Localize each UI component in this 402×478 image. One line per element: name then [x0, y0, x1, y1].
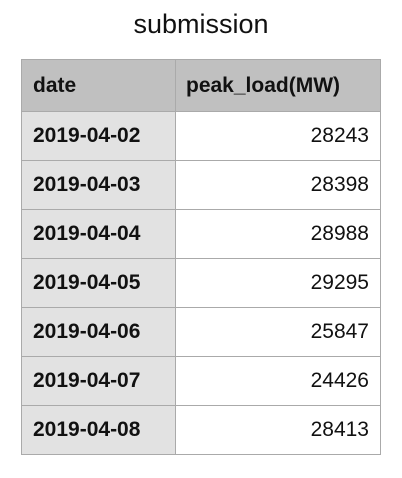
- table-row: 2019-04-06 25847: [21, 307, 381, 357]
- date-cell: 2019-04-05: [21, 258, 176, 308]
- table-row: 2019-04-04 28988: [21, 209, 381, 259]
- date-cell: 2019-04-08: [21, 405, 176, 455]
- table-body: 2019-04-02 28243 2019-04-03 28398 2019-04-04…: [21, 111, 381, 455]
- column-header-peak-load: peak_load(MW): [175, 59, 381, 112]
- peak-load-cell: 29295: [175, 258, 381, 308]
- data-table: date peak_load(MW) 2019-04-02 28243 2019-0…: [21, 59, 381, 455]
- date-cell: 2019-04-07: [21, 356, 176, 406]
- header-row: date peak_load(MW): [21, 59, 381, 112]
- peak-load-cell: 28243: [175, 111, 381, 161]
- column-header-date: date: [21, 59, 176, 112]
- table-title: submission: [133, 9, 269, 39]
- date-cell: 2019-04-04: [21, 209, 176, 259]
- peak-load-cell: 24426: [175, 356, 381, 406]
- peak-load-cell: 25847: [175, 307, 381, 357]
- table-row: 2019-04-03 28398: [21, 160, 381, 210]
- table-row: 2019-04-02 28243: [21, 111, 381, 161]
- table-row: 2019-04-07 24426: [21, 356, 381, 406]
- peak-load-cell: 28413: [175, 405, 381, 455]
- table-header: date peak_load(MW): [21, 59, 381, 112]
- date-cell: 2019-04-06: [21, 307, 176, 357]
- table-row: 2019-04-05 29295: [21, 258, 381, 308]
- table-row: 2019-04-08 28413: [21, 405, 381, 455]
- peak-load-cell: 28988: [175, 209, 381, 259]
- peak-load-cell: 28398: [175, 160, 381, 210]
- date-cell: 2019-04-03: [21, 160, 176, 210]
- date-cell: 2019-04-02: [21, 111, 176, 161]
